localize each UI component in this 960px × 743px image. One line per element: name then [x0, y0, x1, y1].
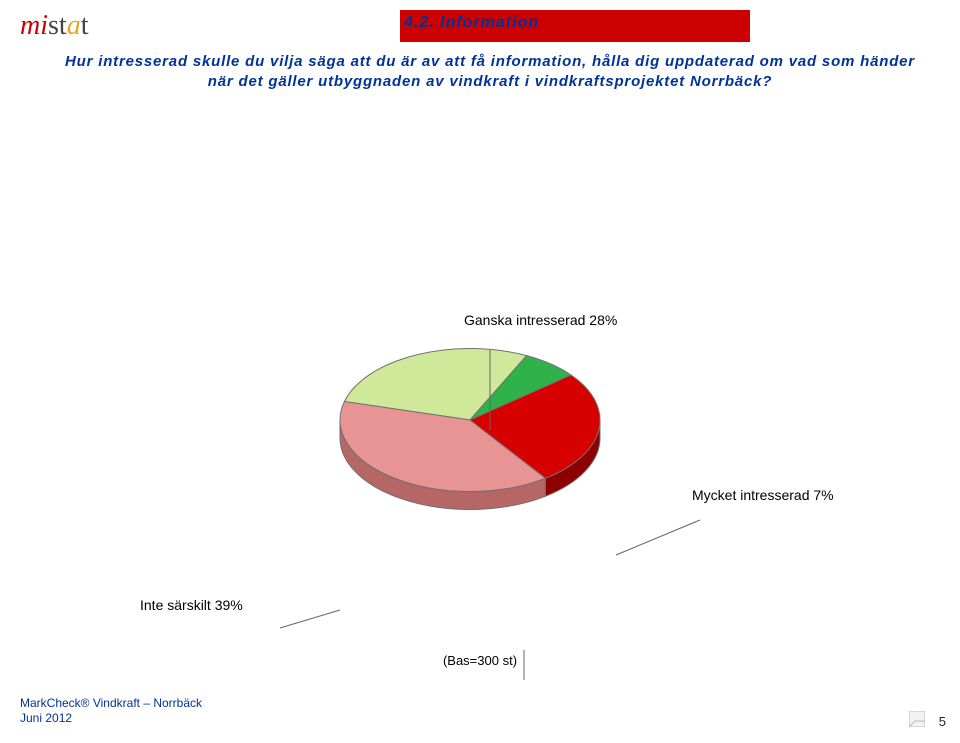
question-text: Hur intresserad skulle du vilja säga att…	[60, 52, 920, 93]
base-note: (Bas=300 st)	[0, 653, 960, 668]
page-corner-icon	[909, 711, 925, 727]
pie-chart: Ganska intresserad 28% Mycket intresserad…	[0, 160, 960, 660]
logo-part-mi: mi	[20, 10, 48, 41]
leader-line	[280, 610, 340, 628]
section-title: 4.2. Information	[404, 14, 539, 32]
logo: mistat	[20, 10, 88, 42]
slice-label: Ganska intresserad 28%	[464, 312, 617, 328]
footer-source: MarkCheck® Vindkraft – Norrbäck Juni 201…	[20, 696, 202, 727]
footer-line2: Juni 2012	[20, 711, 72, 725]
slice-label: Mycket intresserad 7%	[692, 487, 834, 503]
pie-svg: Ganska intresserad 28% Mycket intresserad…	[0, 160, 960, 680]
footer-line1: MarkCheck® Vindkraft – Norrbäck	[20, 696, 202, 710]
page-number: 5	[939, 714, 946, 729]
logo-part-st: st	[48, 10, 67, 41]
logo-part-a: a	[67, 10, 81, 41]
slice-label: Inte särskilt 39%	[140, 597, 243, 613]
leader-line	[616, 520, 700, 555]
logo-part-t: t	[81, 10, 89, 41]
